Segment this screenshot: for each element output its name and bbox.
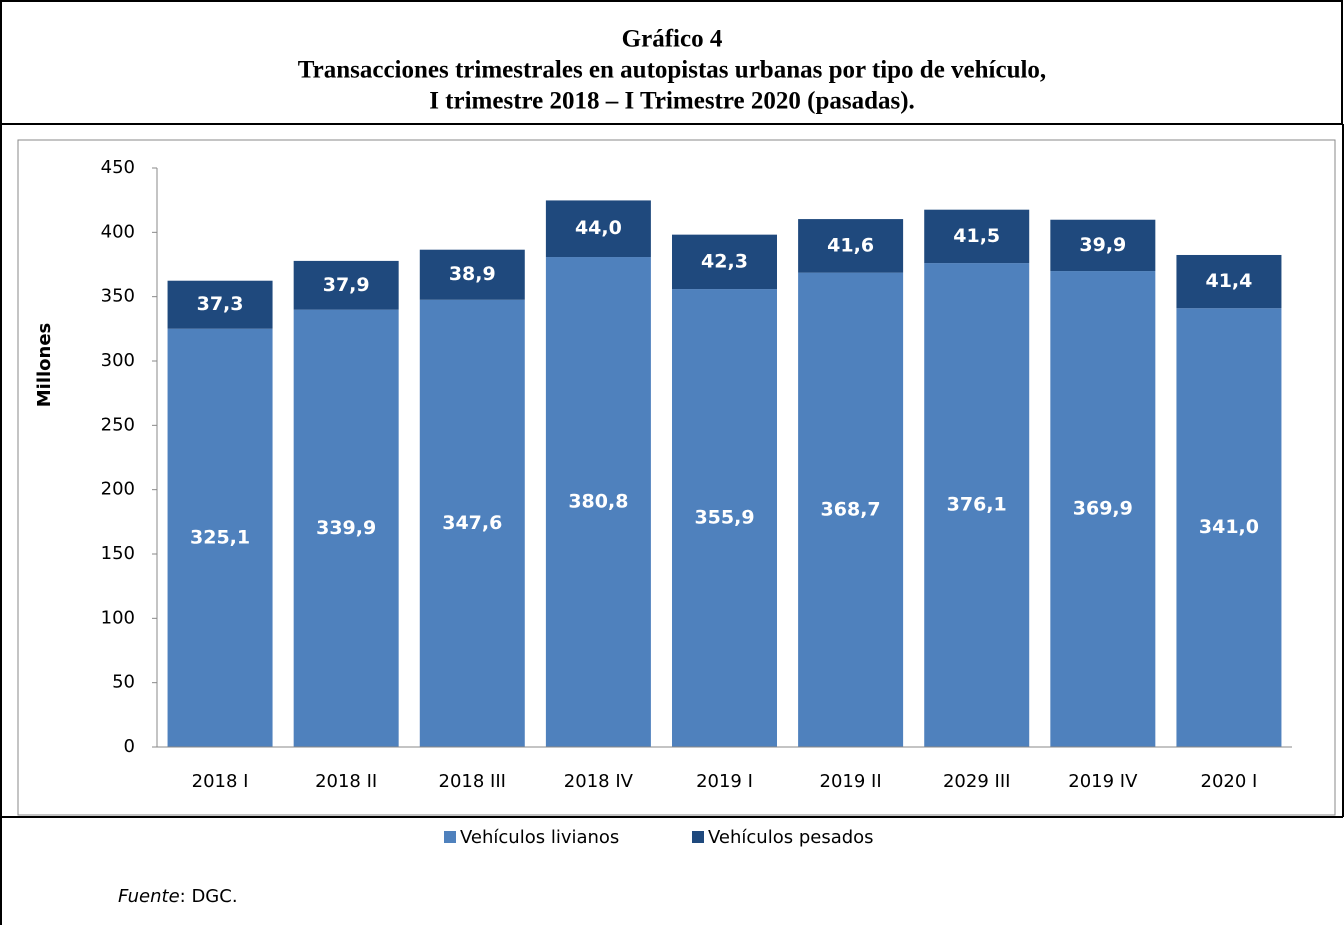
data-label: 347,6 [442, 512, 502, 534]
legend-label: Vehículos livianos [460, 827, 619, 848]
title-frame [0, 0, 1343, 125]
legend-swatch [444, 831, 456, 843]
data-label: 376,1 [947, 494, 1007, 516]
y-tick-label: 250 [101, 414, 135, 435]
data-label: 41,5 [953, 225, 1000, 247]
bar-segment [167, 328, 273, 747]
chart-title: I trimestre 2018 – I Trimestre 2020 (pas… [429, 88, 915, 115]
data-label: 37,3 [197, 293, 244, 315]
data-label: 37,9 [323, 274, 370, 296]
bar-segment [1050, 271, 1156, 747]
data-label: 355,9 [694, 507, 754, 529]
x-tick-label: 2018 IV [564, 771, 634, 792]
x-tick-label: 2020 I [1201, 771, 1258, 792]
bar-segment [672, 234, 777, 290]
chart-title: Gráfico 4 [622, 26, 723, 53]
chart-title: Transacciones trimestrales en autopistas… [298, 57, 1046, 84]
y-tick-label: 350 [101, 286, 135, 307]
x-tick-label: 2019 I [696, 771, 753, 792]
data-label: 369,9 [1073, 498, 1133, 520]
x-tick-label: 2018 III [439, 771, 506, 792]
y-tick-label: 200 [101, 479, 135, 500]
data-label: 42,3 [701, 250, 748, 272]
source-text: : DGC. [180, 886, 238, 907]
data-label: 341,0 [1199, 516, 1259, 538]
y-tick-label: 300 [101, 350, 135, 371]
bar-segment [798, 272, 904, 747]
bar-segment [1176, 254, 1282, 309]
y-tick-label: 150 [101, 543, 135, 564]
x-tick-label: 2018 II [315, 771, 377, 792]
data-label: 41,4 [1205, 270, 1252, 292]
bar-segment [293, 260, 399, 310]
y-tick-label: 0 [124, 736, 135, 757]
bar-segment [167, 280, 273, 329]
data-label: 339,9 [316, 517, 376, 539]
data-label: 325,1 [190, 526, 250, 548]
data-label: 41,6 [827, 234, 874, 256]
bar-segment [798, 219, 904, 273]
x-tick-label: 2019 IV [1068, 771, 1138, 792]
data-label: 380,8 [568, 491, 628, 513]
y-tick-label: 400 [101, 221, 135, 242]
bar-segment [419, 299, 525, 747]
chart-frame [17, 139, 1336, 816]
bar-segment [924, 263, 1030, 747]
data-label: 38,9 [449, 263, 496, 285]
x-tick-label: 2018 I [192, 771, 249, 792]
y-tick-label: 450 [101, 157, 135, 178]
data-label: 39,9 [1079, 234, 1126, 256]
legend-label: Vehículos pesados [708, 827, 874, 848]
data-label: 368,7 [821, 498, 881, 520]
bar-segment [419, 249, 525, 300]
bar-segment [293, 309, 399, 747]
source-label: Fuente [118, 886, 180, 907]
bar-segment [545, 257, 651, 747]
data-label: 44,0 [575, 217, 622, 239]
y-axis-title: Millones [34, 323, 55, 408]
source: Fuente: DGC. [118, 886, 238, 907]
bar-segment [672, 289, 777, 747]
bar-segment [545, 200, 651, 258]
x-tick-label: 2029 III [943, 771, 1010, 792]
bar-segment [1050, 219, 1156, 272]
x-tick-label: 2019 II [820, 771, 882, 792]
bar-segment [924, 209, 1030, 264]
y-tick-label: 50 [112, 672, 135, 693]
bar-segment [1176, 308, 1282, 747]
legend-swatch [692, 831, 704, 843]
y-tick-label: 100 [101, 607, 135, 628]
